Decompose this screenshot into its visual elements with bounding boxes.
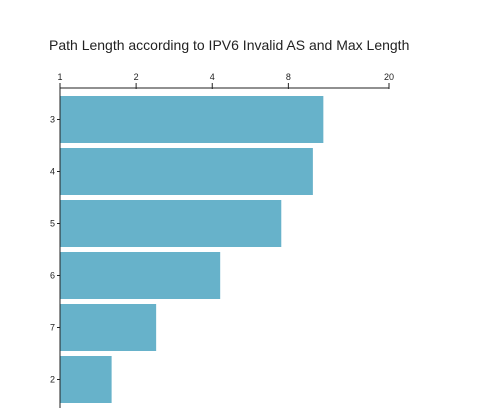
bar-3 <box>60 96 324 143</box>
bar-2 <box>60 356 112 403</box>
x-tick-label-8: 8 <box>286 72 291 82</box>
y-tick-label-6: 6 <box>50 271 55 281</box>
y-tick-label-4: 4 <box>50 167 55 177</box>
y-tick-label-5: 5 <box>50 219 55 229</box>
bar-7 <box>60 304 157 351</box>
bars-group <box>60 96 324 403</box>
y-tick-label-3: 3 <box>50 115 55 125</box>
x-tick-label-2: 2 <box>134 72 139 82</box>
x-tick-label-1: 1 <box>57 72 62 82</box>
bar-4 <box>60 148 313 195</box>
bar-5 <box>60 200 282 247</box>
chart-title: Path Length according to IPV6 Invalid AS… <box>49 37 410 53</box>
y-axis: 3 4 5 6 7 2 <box>50 88 61 408</box>
x-tick-label-4: 4 <box>210 72 215 82</box>
x-tick-label-20: 20 <box>384 72 394 82</box>
bar-6 <box>60 252 221 299</box>
y-tick-label-2: 2 <box>50 375 55 385</box>
x-axis: 1 2 4 8 20 <box>57 72 394 89</box>
y-tick-label-7: 7 <box>50 323 55 333</box>
